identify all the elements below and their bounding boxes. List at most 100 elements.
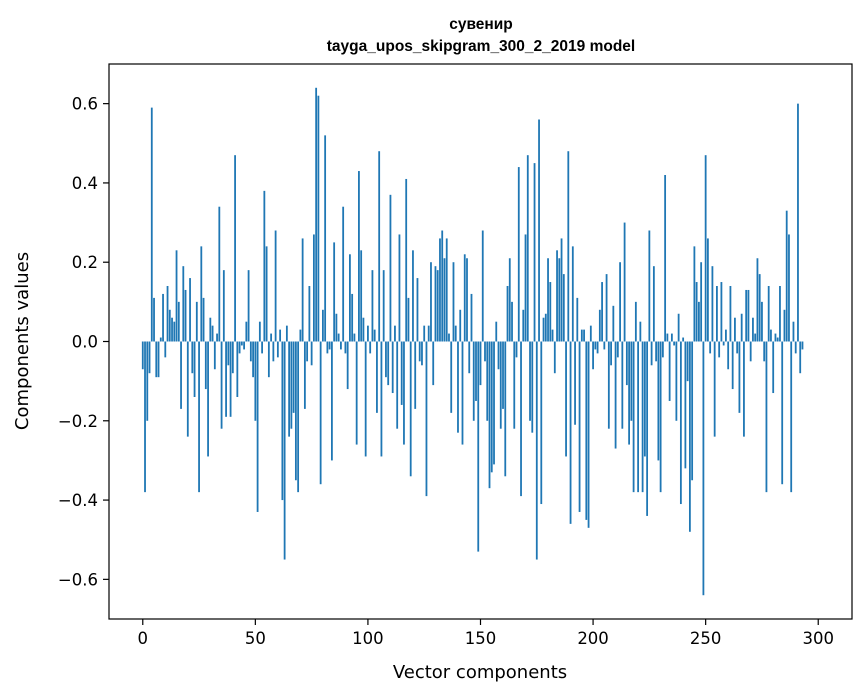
bar-component-64: [285, 325, 288, 342]
bar-component-1: [144, 341, 146, 493]
bar-component-222: [641, 341, 644, 493]
bar-component-290: [794, 341, 797, 354]
bar-component-178: [542, 317, 545, 342]
bar-component-55: [265, 246, 268, 342]
bar-component-130: [434, 266, 437, 342]
bar-component-98: [362, 317, 365, 342]
bar-component-203: [598, 309, 601, 342]
bar-component-231: [661, 341, 664, 358]
bar-component-235: [670, 333, 673, 342]
bar-component-274: [758, 274, 761, 342]
bar-component-165: [513, 341, 516, 429]
bar-component-28: [204, 341, 207, 390]
bar-component-155: [490, 341, 493, 473]
bar-component-138: [452, 262, 455, 342]
bar-component-185: [558, 258, 561, 342]
bar-component-149: [477, 341, 480, 552]
bar-component-192: [574, 341, 576, 425]
bar-component-107: [382, 270, 385, 342]
bar-component-153: [486, 341, 489, 421]
bar-component-272: [754, 333, 757, 342]
bar-component-223: [643, 341, 646, 457]
bar-component-232: [664, 175, 667, 342]
bar-component-281: [774, 333, 777, 342]
bar-component-5: [153, 297, 155, 342]
bar-component-126: [425, 341, 428, 497]
bar-component-45: [243, 341, 245, 350]
y-tick-label: 0.6: [72, 95, 98, 114]
x-tick-label: 50: [245, 629, 266, 648]
bar-component-239: [679, 341, 682, 505]
bar-component-228: [655, 341, 658, 362]
bar-component-140: [457, 341, 459, 433]
bar-component-199: [589, 325, 592, 342]
bar-component-195: [580, 329, 583, 342]
bar-component-15: [175, 250, 178, 342]
bar-component-224: [646, 341, 649, 516]
bar-component-132: [439, 238, 441, 342]
bar-component-14: [173, 321, 176, 342]
bar-component-184: [556, 250, 558, 342]
bar-component-33: [216, 333, 218, 342]
bar-component-17: [180, 341, 182, 409]
bar-component-101: [369, 341, 372, 354]
bar-component-144: [466, 258, 468, 342]
bar-component-160: [502, 341, 504, 409]
bar-component-167: [517, 167, 520, 342]
bar-component-83: [328, 341, 331, 350]
bar-component-108: [385, 341, 387, 378]
bar-component-27: [202, 297, 205, 342]
x-tick-label: 150: [465, 629, 497, 648]
bar-component-80: [321, 309, 324, 342]
bar-component-105: [378, 151, 381, 342]
bar-component-163: [508, 258, 511, 342]
x-axis-ticks: 0 50 100 150 200 250 300: [138, 619, 834, 648]
bar-component-267: [743, 341, 745, 437]
bar-component-143: [463, 254, 466, 342]
bar-component-172: [529, 341, 531, 421]
bar-component-68: [294, 341, 297, 481]
bar-component-197: [585, 341, 588, 520]
bar-component-88: [340, 341, 342, 350]
bar-component-215: [625, 341, 628, 386]
bar-component-226: [650, 341, 653, 366]
bar-component-262: [731, 341, 734, 390]
bar-component-42: [236, 341, 239, 397]
bar-component-193: [576, 297, 579, 342]
bar-component-277: [765, 341, 768, 493]
bar-component-54: [263, 190, 266, 342]
bar-component-287: [788, 234, 790, 342]
bar-component-213: [621, 341, 624, 429]
bar-component-111: [391, 341, 394, 394]
bar-component-3: [148, 341, 151, 374]
bar-component-29: [207, 341, 209, 457]
bar-component-127: [427, 325, 430, 342]
bar-component-99: [364, 341, 367, 457]
bar-component-227: [652, 266, 655, 342]
bar-component-137: [450, 341, 453, 413]
bar-component-119: [409, 341, 412, 477]
bar-component-292: [799, 341, 802, 374]
bar-component-145: [468, 341, 471, 374]
bar-component-46: [245, 321, 248, 342]
bar-component-72: [303, 341, 306, 409]
bar-component-35: [220, 341, 223, 429]
bar-component-39: [229, 341, 232, 417]
bar-component-66: [290, 341, 293, 429]
bar-component-266: [740, 313, 743, 342]
bar-component-124: [421, 341, 423, 366]
bar-component-180: [547, 258, 549, 342]
bar-component-53: [261, 341, 263, 354]
bar-component-146: [470, 293, 473, 342]
bar-component-170: [524, 234, 527, 342]
bar-component-279: [770, 329, 772, 342]
bar-component-89: [342, 206, 345, 342]
bar-component-156: [493, 341, 495, 465]
bar-component-16: [177, 301, 180, 342]
bar-component-263: [734, 317, 736, 342]
bar-component-139: [454, 325, 457, 342]
bar-component-209: [612, 305, 615, 342]
bar-component-265: [738, 341, 741, 413]
bar-component-237: [675, 341, 678, 421]
bar-component-171: [526, 155, 529, 342]
